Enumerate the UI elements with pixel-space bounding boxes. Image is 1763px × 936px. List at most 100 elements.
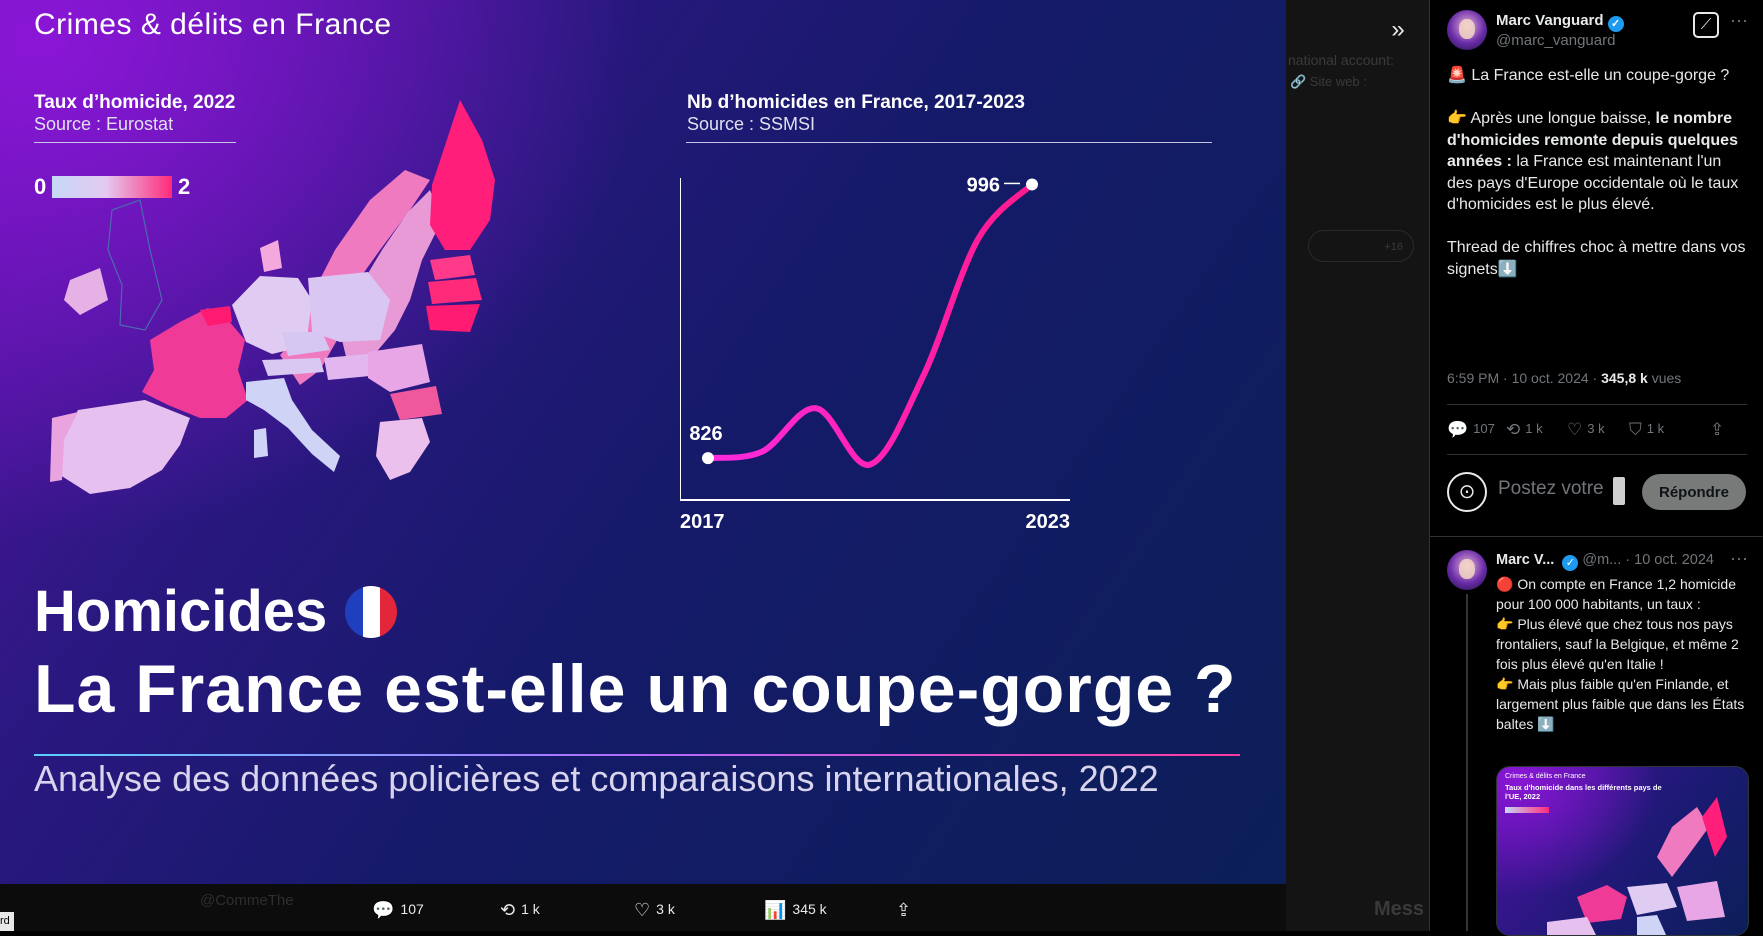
like-button[interactable]: ♡ 3 k	[1567, 420, 1605, 439]
share-icon: ⇪	[1710, 420, 1725, 439]
collapse-panel-icon[interactable]: »	[1391, 16, 1405, 43]
france-flag-icon	[345, 585, 398, 638]
thread-reply-text: 🔴 On compte en France 1,2 homicide pour …	[1496, 574, 1748, 734]
verified-badge-icon: ✓	[1607, 16, 1624, 32]
repost-button[interactable]: ⟲ 1 k	[500, 900, 540, 920]
background-text: Mess	[1374, 898, 1425, 920]
scrollbar[interactable]	[1613, 477, 1625, 505]
current-user-avatar[interactable]: ⊙	[1447, 472, 1487, 512]
heart-icon: ♡	[634, 900, 651, 920]
verified-badge-icon: ✓	[1562, 555, 1579, 571]
divider	[34, 754, 1240, 756]
x-tick-label: 2017	[680, 511, 725, 533]
map-country-belgium	[200, 306, 232, 326]
tweet-paragraph: 🚨 La France est-elle un coupe-gorge ?	[1447, 67, 1730, 84]
repost-icon: ⟲	[500, 900, 516, 920]
thread-line: 👉 Mais plus faible qu'en Finlande, et la…	[1496, 676, 1745, 732]
reply-input[interactable]: Postez votre	[1498, 478, 1604, 499]
share-button[interactable]: ⇪	[1710, 420, 1729, 440]
heart-icon: ♡	[1567, 420, 1583, 439]
more-options-icon[interactable]: ···	[1730, 548, 1748, 568]
more-options-icon[interactable]: ···	[1730, 10, 1748, 30]
data-label-end: 996	[967, 174, 1000, 196]
legend-min-label: 0	[34, 174, 47, 199]
avatar[interactable]	[1447, 10, 1487, 50]
map-country-ireland	[64, 268, 108, 315]
viewer-action-bar: @CommeThe Mess 💬 107 ⟲ 1 k ♡ 3 k 📊 345 k ⇪	[0, 884, 1424, 931]
background-avatars: +16	[1308, 230, 1414, 262]
views-button[interactable]: 📊 345 k	[764, 900, 827, 920]
tweet-text: 🚨 La France est-elle un coupe-gorge ? 👉 …	[1447, 65, 1747, 302]
reply-button[interactable]: 💬 107	[1447, 420, 1495, 439]
divider	[1447, 454, 1747, 455]
divider	[1430, 536, 1763, 537]
data-label-start: 826	[689, 423, 722, 445]
thread-media-thumbnail[interactable]: Crimes & délits en France Taux d'homicid…	[1496, 766, 1749, 936]
map-country-bulgaria	[390, 386, 442, 420]
slide-title: La France est-elle un coupe-gorge ?	[34, 651, 1237, 727]
thread-line: 👉 Plus élevé que chez tous nos pays fron…	[1496, 616, 1739, 672]
views-count: 345,8 k	[1601, 370, 1648, 386]
share-icon: ⇪	[896, 900, 912, 920]
background-text: national account:	[1288, 52, 1394, 68]
tweet-panel: Marc Vanguard ✓ @marc_vanguard ⟋ ··· 🚨 La…	[1429, 0, 1763, 936]
author-name[interactable]: Marc Vanguard ✓	[1496, 12, 1624, 32]
tweet-paragraph: Thread de chiffres choc à mettre dans vo…	[1447, 239, 1746, 278]
map-country-spain	[60, 400, 190, 494]
reply-button[interactable]: 💬 107	[372, 900, 424, 920]
map-country-sardinia	[254, 428, 268, 458]
thumbnail-legend	[1505, 807, 1549, 813]
author-name[interactable]: Marc V...	[1496, 552, 1555, 568]
map-country-hungary	[324, 354, 370, 380]
like-button[interactable]: ♡ 3 k	[634, 900, 675, 920]
divider	[34, 142, 236, 143]
media-viewer: national account: 🔗 Site web : +16 » Cri…	[0, 0, 1429, 931]
map-country-greece	[376, 418, 430, 480]
timestamp[interactable]: 6:59 PM · 10 oct. 2024 ·	[1447, 370, 1602, 386]
thumbnail-map	[1547, 797, 1727, 935]
map-country-estonia	[430, 255, 475, 280]
slide-heading-text: Homicides	[34, 579, 328, 644]
corner-tooltip: rd	[0, 912, 14, 931]
map-country-denmark	[260, 240, 282, 272]
tweet-meta: 6:59 PM · 10 oct. 2024 · 345,8 k vues	[1447, 370, 1682, 386]
thread-connector	[1466, 594, 1468, 931]
map-country-uk	[107, 199, 163, 331]
divider	[686, 142, 1212, 143]
background-text: 🔗 Site web :	[1290, 74, 1367, 89]
chart-source: Source : SSMSI	[687, 114, 816, 134]
views-chart-icon: 📊	[764, 900, 787, 920]
x-tick-label: 2023	[1026, 511, 1071, 533]
map-source: Source : Eurostat	[34, 114, 174, 134]
slide-heading: Homicides	[34, 578, 398, 645]
map-country-austria	[262, 358, 324, 376]
repost-button[interactable]: ⟲ 1 k	[1506, 420, 1543, 439]
reply-submit-button[interactable]: Répondre	[1642, 474, 1746, 510]
data-point-end	[1026, 178, 1038, 191]
map-country-lithuania	[426, 304, 480, 332]
thread-line: 🔴 On compte en France 1,2 homicide pour …	[1496, 576, 1736, 612]
map-country-france	[142, 308, 248, 418]
map-country-latvia	[428, 278, 482, 304]
tweet-image[interactable]: Crimes & délits en France Taux d’homicid…	[0, 0, 1286, 884]
europe-homicide-map	[50, 100, 495, 494]
map-country-finland	[430, 100, 495, 250]
legend-max-label: 2	[178, 174, 191, 199]
repost-icon: ⟲	[1506, 420, 1521, 439]
background-page	[1286, 0, 1429, 931]
author-handle[interactable]: @m... · 10 oct. 2024	[1582, 552, 1714, 568]
avatar[interactable]	[1447, 550, 1487, 590]
homicide-line-chart: 800900100020172023826996	[680, 174, 1071, 533]
tweet-paragraph: 👉 Après une longue baisse, le nombre d'h…	[1447, 110, 1739, 213]
grok-icon[interactable]: ⟋	[1693, 12, 1719, 38]
share-button[interactable]: ⇪	[896, 900, 917, 921]
map-country-romania	[368, 344, 430, 392]
legend-gradient	[52, 176, 172, 198]
background-text: @CommeThe	[200, 892, 294, 909]
slide-section-title: Crimes & délits en France	[34, 8, 392, 41]
divider	[1447, 404, 1747, 405]
slide-subtitle: Analyse des données policières et compar…	[34, 758, 1159, 799]
bookmark-icon: ⛉	[1629, 420, 1642, 439]
bookmark-button[interactable]: ⛉ 1 k	[1629, 420, 1665, 439]
author-handle[interactable]: @marc_vanguard	[1496, 32, 1616, 49]
